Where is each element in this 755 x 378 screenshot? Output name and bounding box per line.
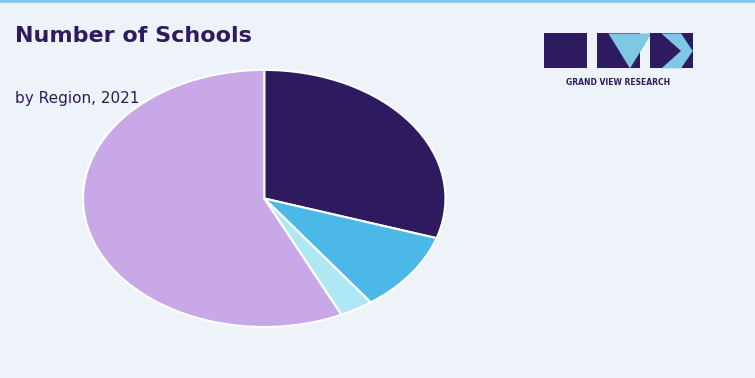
Text: GRAND VIEW RESEARCH: GRAND VIEW RESEARCH — [566, 78, 670, 87]
Wedge shape — [264, 198, 371, 315]
Wedge shape — [83, 70, 341, 327]
Text: by Region, 2021: by Region, 2021 — [15, 91, 140, 106]
FancyBboxPatch shape — [544, 34, 587, 68]
Wedge shape — [264, 70, 445, 238]
Polygon shape — [609, 34, 652, 68]
Wedge shape — [264, 198, 436, 302]
Text: Number of Schools: Number of Schools — [15, 26, 252, 46]
FancyBboxPatch shape — [649, 34, 693, 68]
FancyBboxPatch shape — [596, 34, 639, 68]
Polygon shape — [661, 34, 693, 68]
